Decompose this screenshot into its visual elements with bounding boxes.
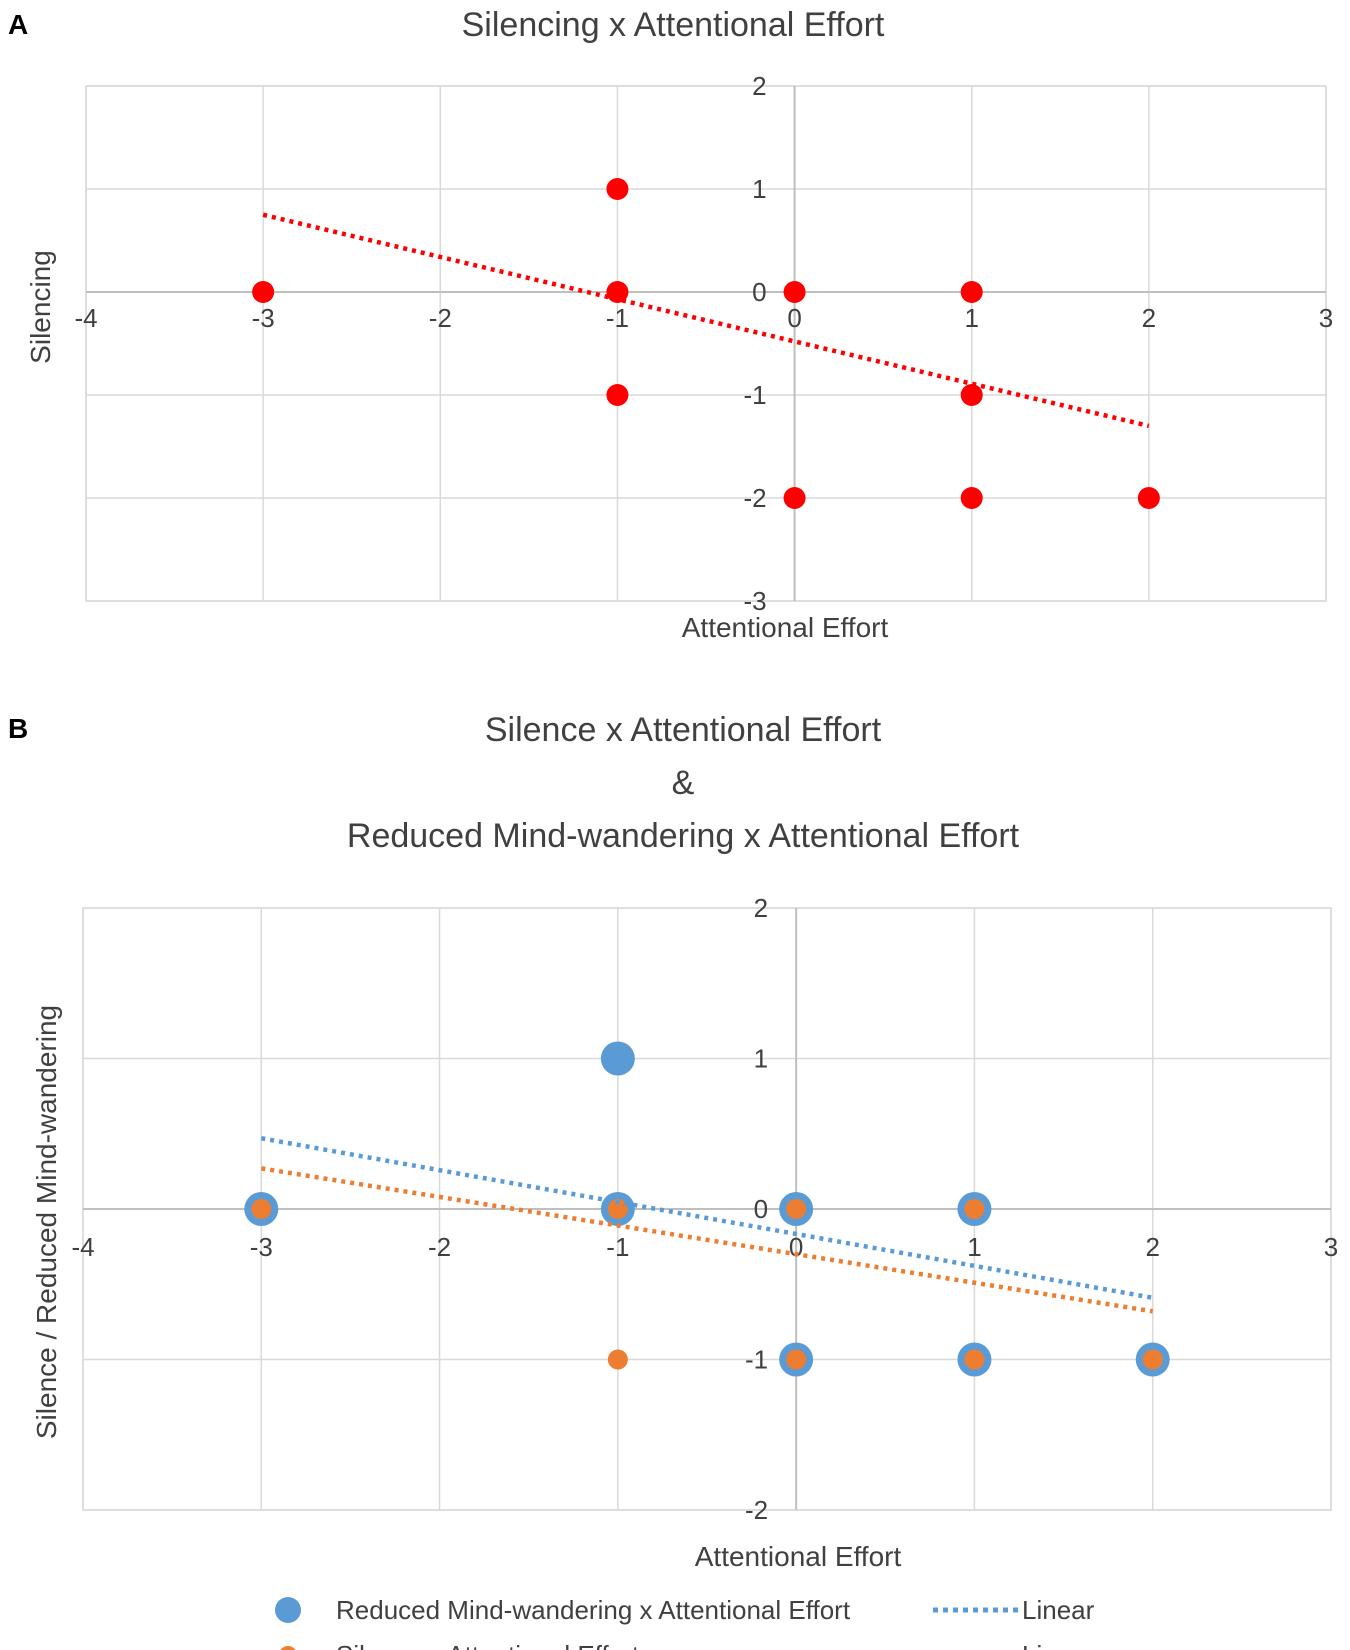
panel-a-series-1-point	[783, 487, 806, 509]
panel-a-y-tick-label: 2	[752, 71, 766, 101]
panel-a-title: Silencing x Attentional Effort	[462, 6, 885, 44]
panel-b-title-line-1: Silence x Attentional Effort	[485, 711, 882, 749]
panel-b-series-2-point	[964, 1349, 985, 1370]
panel-b-series-2-point	[786, 1199, 807, 1219]
legend-marker-orange	[280, 1646, 296, 1650]
panel-a-y-tick-label: -1	[743, 380, 766, 410]
panel-a-x-tick-label: -2	[429, 303, 452, 333]
panel-a-title-line-1: Silencing x Attentional Effort	[462, 6, 885, 44]
panel-b-y-tick-label: 1	[754, 1044, 768, 1074]
panel-b-x-tick-label: -1	[606, 1232, 629, 1262]
legend-label-blue: Reduced Mind-wandering x Attentional Eff…	[336, 1595, 851, 1625]
panel-b-series-1-trendline	[260, 1136, 1154, 1301]
legend-trend-label-orange: Linear	[1022, 1640, 1095, 1650]
panel-b-series-2-point	[607, 1199, 628, 1219]
panel-a-y-tick-label: -2	[743, 483, 766, 513]
legend-trend-label-blue: Linear	[1022, 1595, 1095, 1625]
panel-a-plot: -4 -3 -2 -1 0 1 2 3 -3 -2 -1 0 1 2	[74, 71, 1333, 616]
panel-b-x-tick-label: 1	[967, 1232, 981, 1262]
panel-b-x-tick-label: 3	[1324, 1232, 1338, 1262]
panel-b-series-1-point	[600, 1041, 635, 1076]
panel-b-y-tick-label: 0	[754, 1194, 768, 1224]
panel-a-series-1-point	[1137, 487, 1160, 509]
panel-a-series-1-point	[960, 487, 983, 509]
panel-b-y-axis-label: Silence / Reduced Mind-wandering	[31, 1005, 62, 1439]
panel-a-x-tick-label: 1	[964, 303, 978, 333]
panel-b-series-2-point	[607, 1349, 628, 1370]
panel-b-series-2-point	[251, 1199, 272, 1219]
panel-a-series-1-point	[960, 281, 983, 303]
panel-b-series-2-point	[1142, 1349, 1163, 1370]
panel-a-series-1-point	[783, 281, 806, 303]
panel-b-letter: B	[8, 713, 28, 744]
panel-a-y-axis-label: Silencing	[25, 250, 56, 364]
panel-a-x-tick-label: -1	[606, 303, 629, 333]
panel-a-y-tick-label: 0	[752, 277, 766, 307]
panel-b-title: Silence x Attentional Effort & Reduced Min…	[347, 711, 1020, 855]
panel-a-series-1-point	[606, 178, 629, 200]
panel-b-plot: -4 -3 -2 -1 0 1 2 3 -2 -1 0 1 2	[71, 893, 1338, 1525]
panel-b-x-tick-label: -4	[71, 1232, 94, 1262]
panel-b-x-tick-label: -3	[250, 1232, 273, 1262]
panel-a-series-1-point	[252, 281, 275, 303]
panel-b-x-tick-label: 0	[789, 1232, 803, 1262]
panel-a-y-tick-label: -3	[743, 586, 766, 616]
panel-b-y-tick-label: -2	[745, 1495, 768, 1525]
panel-a-plot-area	[85, 85, 1327, 602]
panel-b-title-line-3: Reduced Mind-wandering x Attentional Eff…	[347, 817, 1020, 855]
panel-a-x-tick-label: -3	[252, 303, 275, 333]
panel-a-x-tick-label: 2	[1142, 303, 1156, 333]
legend-marker-blue	[275, 1597, 301, 1623]
panel-a-y-tick-label: 1	[752, 174, 766, 204]
panel-b-x-axis-label: Attentional Effort	[695, 1541, 902, 1572]
panel-a-x-tick-label: -4	[74, 303, 97, 333]
panel-b-legend: Reduced Mind-wandering x Attentional Eff…	[275, 1595, 1095, 1650]
panel-b-series-2-point	[786, 1349, 807, 1370]
panel-a-x-axis-label: Attentional Effort	[682, 612, 889, 643]
panel-b-title-line-2: &	[672, 764, 695, 802]
panel-a-series-1-trendline	[262, 212, 1150, 429]
panel-a-series-1-point	[960, 384, 983, 406]
panel-a-series-1-point	[606, 384, 629, 406]
panel-b-x-tick-label: 2	[1145, 1232, 1159, 1262]
panel-a-x-tick-label: 3	[1319, 303, 1333, 333]
panel-b-x-tick-label: -2	[428, 1232, 451, 1262]
panel-b-y-tick-label: 2	[754, 893, 768, 923]
panel-b-series-2-point	[964, 1199, 985, 1219]
panel-b-y-tick-label: -1	[745, 1345, 768, 1375]
panel-a-x-tick-label: 0	[787, 303, 801, 333]
panel-a-letter: A	[8, 9, 28, 40]
panel-b-series-2-trendline	[260, 1166, 1154, 1314]
panel-a-series-1-point	[606, 281, 629, 303]
legend-label-orange: Silence x Attentional Effort	[336, 1640, 640, 1650]
